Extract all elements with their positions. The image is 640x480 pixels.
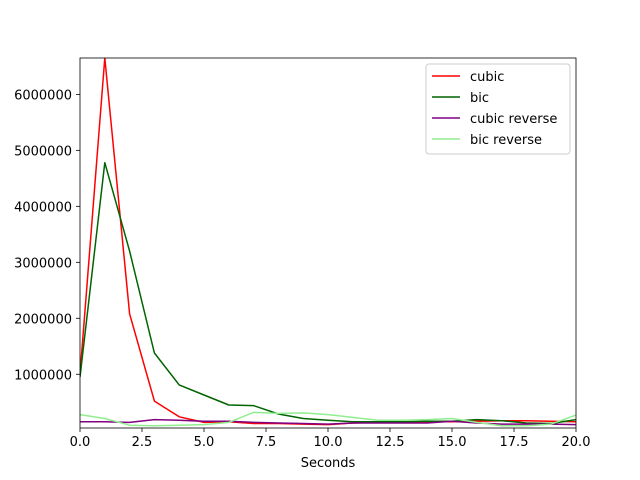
x-tick-label: 10.0 <box>314 435 343 450</box>
x-tick-label: 17.5 <box>500 435 529 450</box>
legend-label: cubic reverse <box>470 112 557 127</box>
x-axis-label: Seconds <box>301 456 356 471</box>
y-tick-label: 5000000 <box>14 144 72 159</box>
x-tick-label: 2.5 <box>132 435 153 450</box>
legend-box <box>425 63 571 155</box>
series-layer <box>80 58 576 427</box>
x-tick-label: 12.5 <box>376 435 405 450</box>
legend-label: bic <box>470 91 489 106</box>
y-tick-label: 6000000 <box>14 88 72 103</box>
axes-layer: 0.0 2.5 5.0 7.5 10.0 12.5 15.0 17.5 20.0 1000000 2… <box>14 57 591 450</box>
y-tick-label: 4000000 <box>14 200 72 215</box>
series-line-bic-reverse <box>80 411 576 427</box>
legend-label: cubic <box>470 70 504 85</box>
x-tick-label: 7.5 <box>256 435 277 450</box>
y-tick-label: 3000000 <box>14 256 72 271</box>
x-tick-label: 20.0 <box>562 435 591 450</box>
y-tick-label: 1000000 <box>14 368 72 383</box>
series-line-bic <box>80 161 576 425</box>
series-line-cubic-reverse <box>80 418 576 426</box>
legend: cubic bic cubic reverse bic reverse <box>425 63 571 155</box>
x-tick-label: 15.0 <box>438 435 467 450</box>
x-tick-label: 5.0 <box>194 435 215 450</box>
legend-label: bic reverse <box>470 133 542 148</box>
y-tick-label: 2000000 <box>14 312 72 327</box>
x-tick-label: 0.0 <box>70 435 91 450</box>
